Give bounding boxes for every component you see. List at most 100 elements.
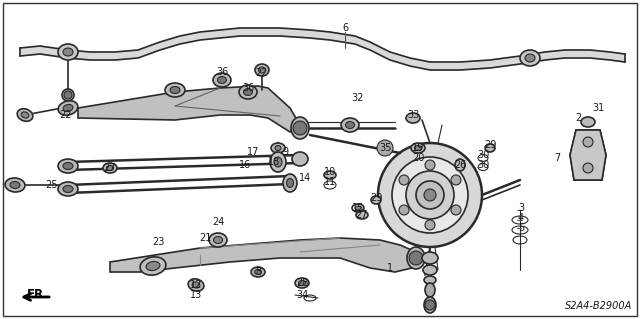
- Text: 34: 34: [296, 290, 308, 300]
- Ellipse shape: [58, 101, 78, 115]
- Text: 1: 1: [387, 263, 393, 273]
- Ellipse shape: [63, 48, 73, 56]
- Ellipse shape: [62, 89, 74, 101]
- Circle shape: [425, 300, 435, 310]
- Text: 20: 20: [412, 153, 424, 163]
- Text: 28: 28: [296, 278, 308, 288]
- Circle shape: [451, 175, 461, 185]
- Circle shape: [425, 220, 435, 230]
- Text: 13: 13: [190, 290, 202, 300]
- Text: 11: 11: [324, 177, 336, 187]
- Text: 10: 10: [324, 167, 336, 177]
- Circle shape: [293, 121, 307, 135]
- Ellipse shape: [58, 159, 78, 173]
- Ellipse shape: [218, 77, 227, 84]
- Ellipse shape: [298, 280, 305, 286]
- Ellipse shape: [455, 159, 465, 171]
- Text: 29: 29: [484, 140, 496, 150]
- Ellipse shape: [324, 171, 336, 179]
- Ellipse shape: [411, 143, 425, 153]
- Text: 22: 22: [256, 68, 268, 78]
- Ellipse shape: [140, 257, 166, 275]
- Circle shape: [64, 91, 72, 99]
- Ellipse shape: [243, 88, 253, 95]
- Ellipse shape: [424, 297, 436, 313]
- Text: 9: 9: [282, 147, 288, 157]
- Ellipse shape: [170, 86, 180, 93]
- Circle shape: [377, 140, 393, 156]
- Ellipse shape: [209, 233, 227, 247]
- Ellipse shape: [63, 186, 73, 192]
- Text: S2A4-B2900A: S2A4-B2900A: [564, 301, 632, 311]
- Ellipse shape: [346, 122, 355, 129]
- Ellipse shape: [371, 196, 381, 204]
- Ellipse shape: [63, 162, 73, 169]
- Text: 16: 16: [239, 160, 251, 170]
- Ellipse shape: [423, 265, 437, 275]
- Text: 36: 36: [242, 83, 254, 93]
- Polygon shape: [20, 28, 625, 70]
- Ellipse shape: [415, 145, 422, 151]
- Ellipse shape: [425, 283, 435, 297]
- Text: 2: 2: [575, 113, 581, 123]
- Text: 26: 26: [454, 160, 466, 170]
- Ellipse shape: [251, 267, 265, 277]
- Polygon shape: [78, 86, 300, 132]
- Ellipse shape: [106, 166, 113, 170]
- Ellipse shape: [255, 270, 262, 275]
- Ellipse shape: [520, 50, 540, 66]
- Text: 6: 6: [342, 23, 348, 33]
- Text: 21: 21: [199, 233, 211, 243]
- Ellipse shape: [103, 163, 117, 173]
- Ellipse shape: [58, 44, 78, 60]
- Text: 23: 23: [152, 237, 164, 247]
- Ellipse shape: [239, 85, 257, 99]
- Ellipse shape: [188, 279, 204, 291]
- Text: 27: 27: [104, 163, 116, 173]
- Text: 25: 25: [45, 180, 58, 190]
- Ellipse shape: [21, 112, 29, 118]
- Ellipse shape: [424, 276, 436, 284]
- Ellipse shape: [485, 144, 495, 152]
- Ellipse shape: [275, 145, 281, 151]
- Text: 17: 17: [247, 147, 259, 157]
- Ellipse shape: [356, 211, 368, 219]
- Ellipse shape: [341, 118, 359, 132]
- Text: 4: 4: [518, 213, 524, 223]
- Circle shape: [409, 251, 423, 265]
- Polygon shape: [110, 238, 420, 272]
- Ellipse shape: [287, 179, 294, 188]
- Text: 8: 8: [255, 267, 261, 277]
- Circle shape: [406, 171, 454, 219]
- Text: 19: 19: [412, 143, 424, 153]
- Ellipse shape: [10, 182, 20, 189]
- Text: 30: 30: [477, 150, 489, 160]
- Text: 32: 32: [352, 93, 364, 103]
- Text: 27: 27: [356, 210, 368, 220]
- Text: 3: 3: [518, 203, 524, 213]
- Circle shape: [425, 160, 435, 170]
- Ellipse shape: [17, 109, 33, 121]
- Ellipse shape: [63, 104, 73, 112]
- Text: 5: 5: [518, 223, 524, 233]
- Text: 14: 14: [299, 173, 311, 183]
- Circle shape: [583, 163, 593, 173]
- Ellipse shape: [146, 261, 160, 271]
- Ellipse shape: [525, 54, 535, 62]
- Ellipse shape: [271, 143, 285, 153]
- Circle shape: [392, 157, 468, 233]
- Ellipse shape: [214, 236, 223, 243]
- Circle shape: [583, 137, 593, 147]
- Text: 31: 31: [592, 103, 604, 113]
- Ellipse shape: [58, 182, 78, 196]
- Text: 7: 7: [554, 153, 560, 163]
- Ellipse shape: [291, 117, 309, 139]
- Text: 12: 12: [190, 280, 202, 290]
- Text: 18: 18: [268, 157, 280, 167]
- Ellipse shape: [407, 247, 425, 269]
- Ellipse shape: [355, 206, 361, 210]
- Ellipse shape: [213, 73, 231, 87]
- Ellipse shape: [192, 282, 200, 288]
- Text: FR.: FR.: [27, 288, 49, 301]
- Ellipse shape: [406, 113, 420, 123]
